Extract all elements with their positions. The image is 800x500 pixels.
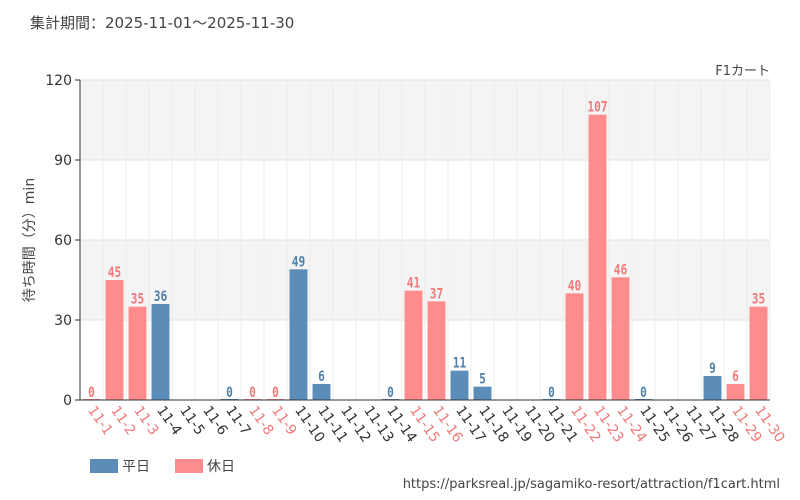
bar-11-24 [611,277,630,400]
bar-11-11 [312,384,331,400]
bar-11-22 [565,293,584,400]
x-tick-labels: 11-111-211-311-411-511-611-711-811-911-1… [84,403,787,446]
value-label-11-24: 46 [614,261,627,278]
value-label-11-9: 0 [272,384,279,401]
value-label-11-28: 9 [709,360,716,377]
source-url[interactable]: https://parksreal.jp/sagamiko-resort/att… [403,477,780,492]
x-tick-label: 11-7 [222,403,253,438]
value-label-11-18: 5 [479,370,486,387]
period-label: 集計期間：2025-11-01～2025-11-30 [30,14,294,32]
y-tick-label: 120 [45,73,72,89]
bar-11-4 [151,304,170,400]
value-label-11-25: 0 [640,384,647,401]
y-tick-label: 60 [54,233,72,249]
legend: 平日 休日 [90,459,235,475]
x-tick-label: 11-8 [245,403,276,438]
legend-label-holiday: 休日 [207,459,235,475]
value-label-11-23: 107 [587,98,607,115]
attraction-label: F1カート [715,64,770,79]
bar-11-2 [105,280,124,400]
value-label-11-3: 35 [131,290,144,307]
bars [82,114,768,401]
value-label-11-16: 37 [430,285,443,302]
value-label-11-15: 41 [407,274,421,291]
bar-11-16 [427,301,446,400]
x-tick-label: 11-2 [107,403,138,438]
x-tick-label: 11-9 [268,403,299,438]
x-tick-label: 11-3 [130,403,161,438]
bar-11-28 [703,376,722,400]
x-tick-label: 11-6 [199,403,230,438]
value-label-11-7: 0 [226,384,233,401]
x-tick-label: 11-4 [153,403,184,438]
axes [75,79,770,401]
legend-label-weekday: 平日 [122,459,150,475]
value-label-11-17: 11 [453,354,467,371]
bar-11-23 [588,114,607,401]
bar-11-15 [404,290,423,400]
value-label-11-4: 36 [154,288,167,305]
y-tick-label: 90 [54,153,72,169]
value-label-11-11: 6 [318,368,325,385]
value-label-11-14: 0 [387,384,394,401]
bar-11-29 [726,384,745,400]
bar-11-30 [749,306,768,400]
value-label-11-2: 45 [108,264,121,281]
value-label-11-21: 0 [548,384,555,401]
bar-11-17 [450,370,469,400]
value-label-11-10: 49 [292,253,305,270]
value-label-11-22: 40 [568,277,581,294]
value-label-11-8: 0 [249,384,256,401]
bar-11-10 [289,269,308,400]
y-tick-label: 30 [54,313,72,329]
x-tick-label: 11-1 [84,403,115,438]
y-axis-label: 待ち時間（分）min [22,178,38,302]
y-tick-label: 0 [63,393,72,409]
bar-11-18 [473,386,492,400]
legend-swatch-weekday [90,459,118,473]
legend-swatch-holiday [175,459,203,473]
y-tick-labels: 0 30 60 90 120 [45,73,72,409]
value-label-11-30: 35 [752,290,765,307]
bar-11-3 [128,306,147,400]
value-label-11-1: 0 [88,384,95,401]
value-label-11-29: 6 [732,368,739,385]
x-tick-label: 11-5 [176,403,207,438]
